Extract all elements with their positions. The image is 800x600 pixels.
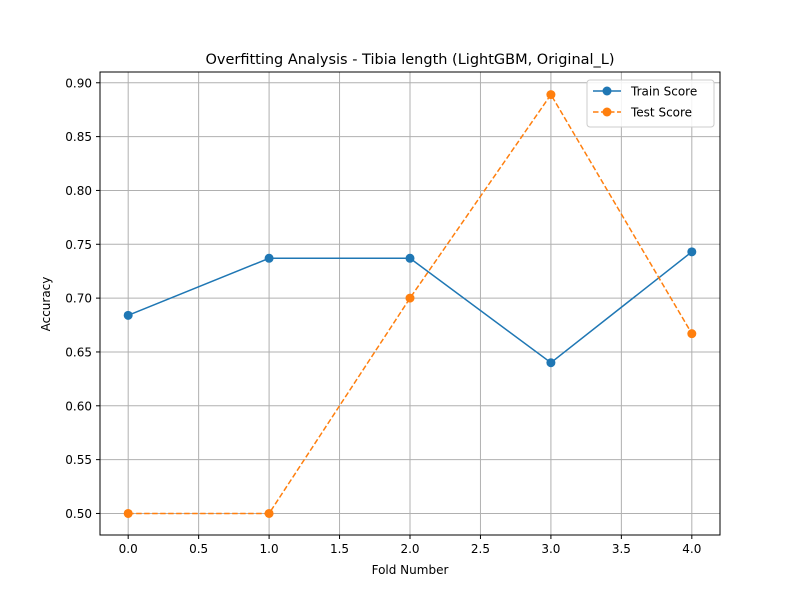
legend-test-marker bbox=[602, 107, 612, 117]
y-tick-label: 0.80 bbox=[65, 184, 92, 198]
y-tick-label: 0.55 bbox=[65, 453, 92, 467]
y-tick-label: 0.70 bbox=[65, 292, 92, 306]
x-tick-label: 1.5 bbox=[330, 542, 349, 556]
legend-test-label: Test Score bbox=[630, 106, 692, 120]
y-axis-label: Accuracy bbox=[39, 277, 53, 332]
test-score-point bbox=[546, 90, 556, 100]
axis-ticks: 0.0 0.5 1.0 1.5 2.0 2.5 3.0 3.5 4.0 0.50 0.55 0.60 0… bbox=[65, 76, 701, 556]
train-score-point bbox=[687, 247, 697, 257]
y-tick-label: 0.50 bbox=[65, 507, 92, 521]
legend-train-marker bbox=[602, 86, 612, 96]
legend: Train Score Test Score bbox=[586, 79, 715, 128]
test-score-point bbox=[405, 293, 415, 303]
x-axis-label: Fold Number bbox=[372, 563, 449, 577]
train-score-point bbox=[264, 253, 274, 263]
y-tick-label: 0.85 bbox=[65, 130, 92, 144]
y-tick-label: 0.65 bbox=[65, 345, 92, 359]
test-score-point bbox=[264, 508, 274, 518]
y-tick-label: 0.60 bbox=[65, 399, 92, 413]
y-tick-label: 0.90 bbox=[65, 76, 92, 90]
legend-train-label: Train Score bbox=[630, 85, 697, 99]
x-tick-label: 2.5 bbox=[471, 542, 490, 556]
x-tick-label: 4.0 bbox=[682, 542, 701, 556]
test-score-point bbox=[687, 329, 697, 339]
test-score-line bbox=[128, 93, 693, 515]
x-tick-label: 2.0 bbox=[400, 542, 419, 556]
x-tick-label: 3.5 bbox=[612, 542, 631, 556]
chart-title: Overfitting Analysis - Tibia length (Lig… bbox=[205, 52, 614, 68]
test-score-point bbox=[123, 508, 133, 518]
y-tick-label: 0.75 bbox=[65, 238, 92, 252]
train-score-point bbox=[123, 310, 133, 320]
train-score-point bbox=[405, 253, 415, 263]
x-tick-label: 3.0 bbox=[541, 542, 560, 556]
x-tick-label: 0.5 bbox=[189, 542, 208, 556]
train-score-point bbox=[546, 358, 556, 368]
x-tick-label: 0.0 bbox=[119, 542, 138, 556]
x-tick-label: 1.0 bbox=[260, 542, 279, 556]
series-layer bbox=[123, 90, 697, 518]
